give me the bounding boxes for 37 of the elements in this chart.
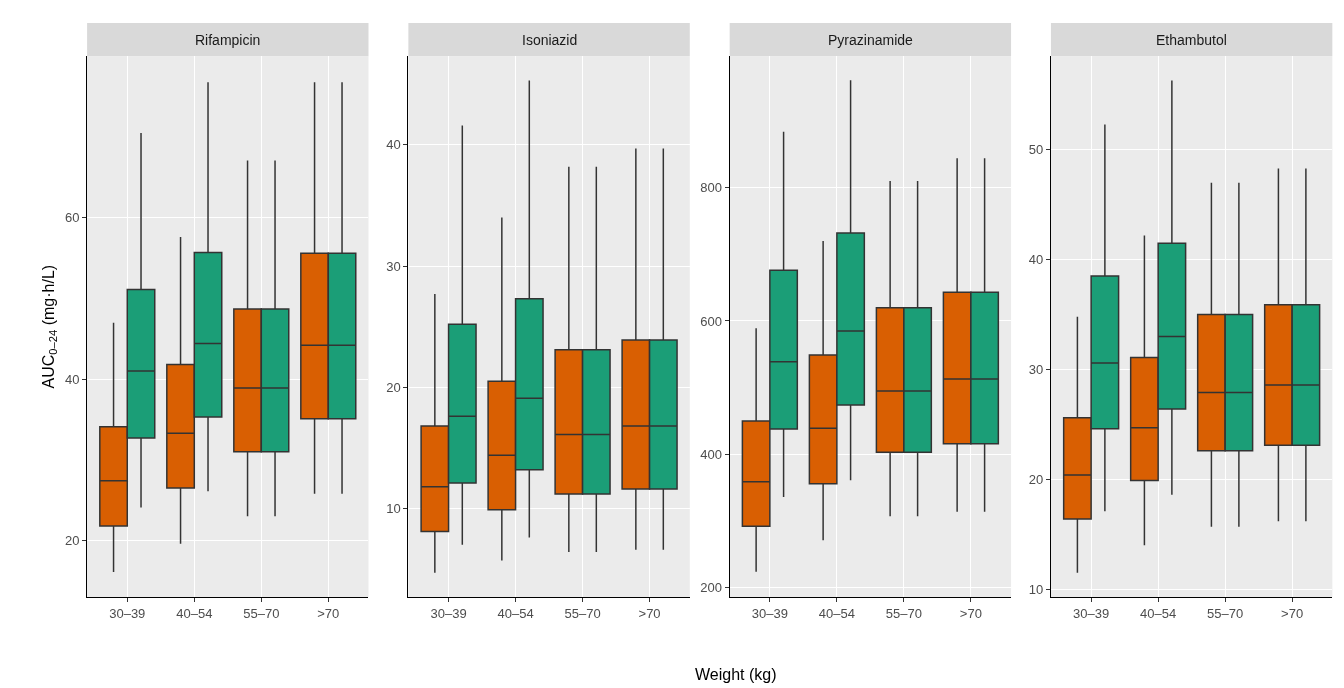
x-tick-label: 40–54	[818, 605, 855, 621]
x-tick-label: >70	[317, 605, 340, 621]
x-tick-label: >70	[1281, 605, 1304, 621]
y-tick-label: 400	[700, 446, 722, 462]
y-tick-label: 200	[700, 580, 722, 596]
y-tick-label: 20	[386, 379, 401, 395]
chart-title: Rifampicin	[195, 32, 261, 48]
x-tick-label: 55–70	[243, 605, 280, 621]
y-tick-label: 40	[1028, 252, 1044, 268]
x-tick-label: >70	[959, 605, 982, 621]
x-tick-label: 30–39	[109, 605, 146, 621]
x-tick-label: 40–54	[176, 605, 213, 621]
y-tick-label: 10	[1028, 581, 1044, 597]
chart-title: Pyrazinamide	[828, 32, 914, 48]
x-tick-label: >70	[638, 605, 661, 621]
y-tick-label: 30	[386, 258, 401, 274]
x-axis-title: Weight (kg)	[695, 666, 777, 683]
y-tick-label: 600	[700, 313, 722, 329]
y-tick-label: 800	[700, 180, 722, 196]
x-tick-label: 55–70	[1207, 605, 1244, 621]
y-tick-label: 10	[386, 501, 401, 517]
chart-title: Ethambutol	[1156, 32, 1227, 48]
x-tick-label: 30–39	[430, 605, 467, 621]
x-tick-label: 55–70	[564, 605, 601, 621]
x-tick-label: 30–39	[751, 605, 788, 621]
x-tick-label: 30–39	[1073, 605, 1110, 621]
y-tick-label: 20	[64, 533, 80, 549]
chart-title: Isoniazid	[522, 32, 578, 48]
y-tick-label: 40	[386, 137, 401, 153]
x-tick-label: 40–54	[1140, 605, 1177, 621]
x-tick-label: 40–54	[497, 605, 534, 621]
y-tick-label: 50	[1028, 142, 1044, 158]
y-tick-label: 20	[1028, 471, 1044, 487]
y-tick-label: 40	[64, 371, 80, 387]
y-tick-label: 60	[64, 210, 80, 226]
y-tick-label: 30	[1028, 362, 1044, 378]
x-tick-label: 55–70	[885, 605, 922, 621]
